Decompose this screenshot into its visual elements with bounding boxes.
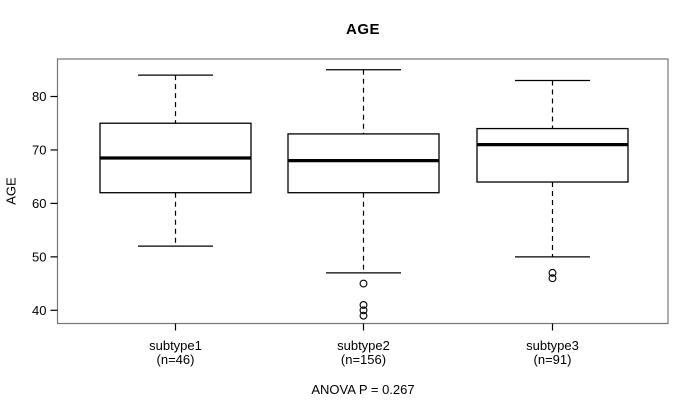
chart-title: AGE xyxy=(345,21,380,38)
group-label: subtype2 xyxy=(337,338,390,353)
outlier-point xyxy=(359,311,368,320)
y-tick-label: 40 xyxy=(32,303,46,318)
y-tick-label: 50 xyxy=(32,249,46,264)
outlier-point xyxy=(359,301,368,309)
outlier-point xyxy=(359,279,368,288)
iqr-box xyxy=(476,127,629,183)
outlier-point xyxy=(548,268,557,277)
group-label: subtype1 xyxy=(149,338,202,353)
outlier-point xyxy=(548,274,557,283)
group-count-label: (n=156) xyxy=(341,352,386,367)
y-tick-label: 80 xyxy=(32,89,46,104)
y-tick-label: 70 xyxy=(32,142,46,157)
outlier-point xyxy=(359,306,368,315)
group-count-label: (n=46) xyxy=(157,352,195,367)
plot-frame xyxy=(56,58,669,325)
anova-annotation: ANOVA P = 0.267 xyxy=(311,382,415,397)
group-count-label: (n=91) xyxy=(534,352,572,367)
iqr-box xyxy=(287,133,440,194)
y-tick-label: 60 xyxy=(32,196,46,211)
group-label: subtype3 xyxy=(526,338,579,353)
